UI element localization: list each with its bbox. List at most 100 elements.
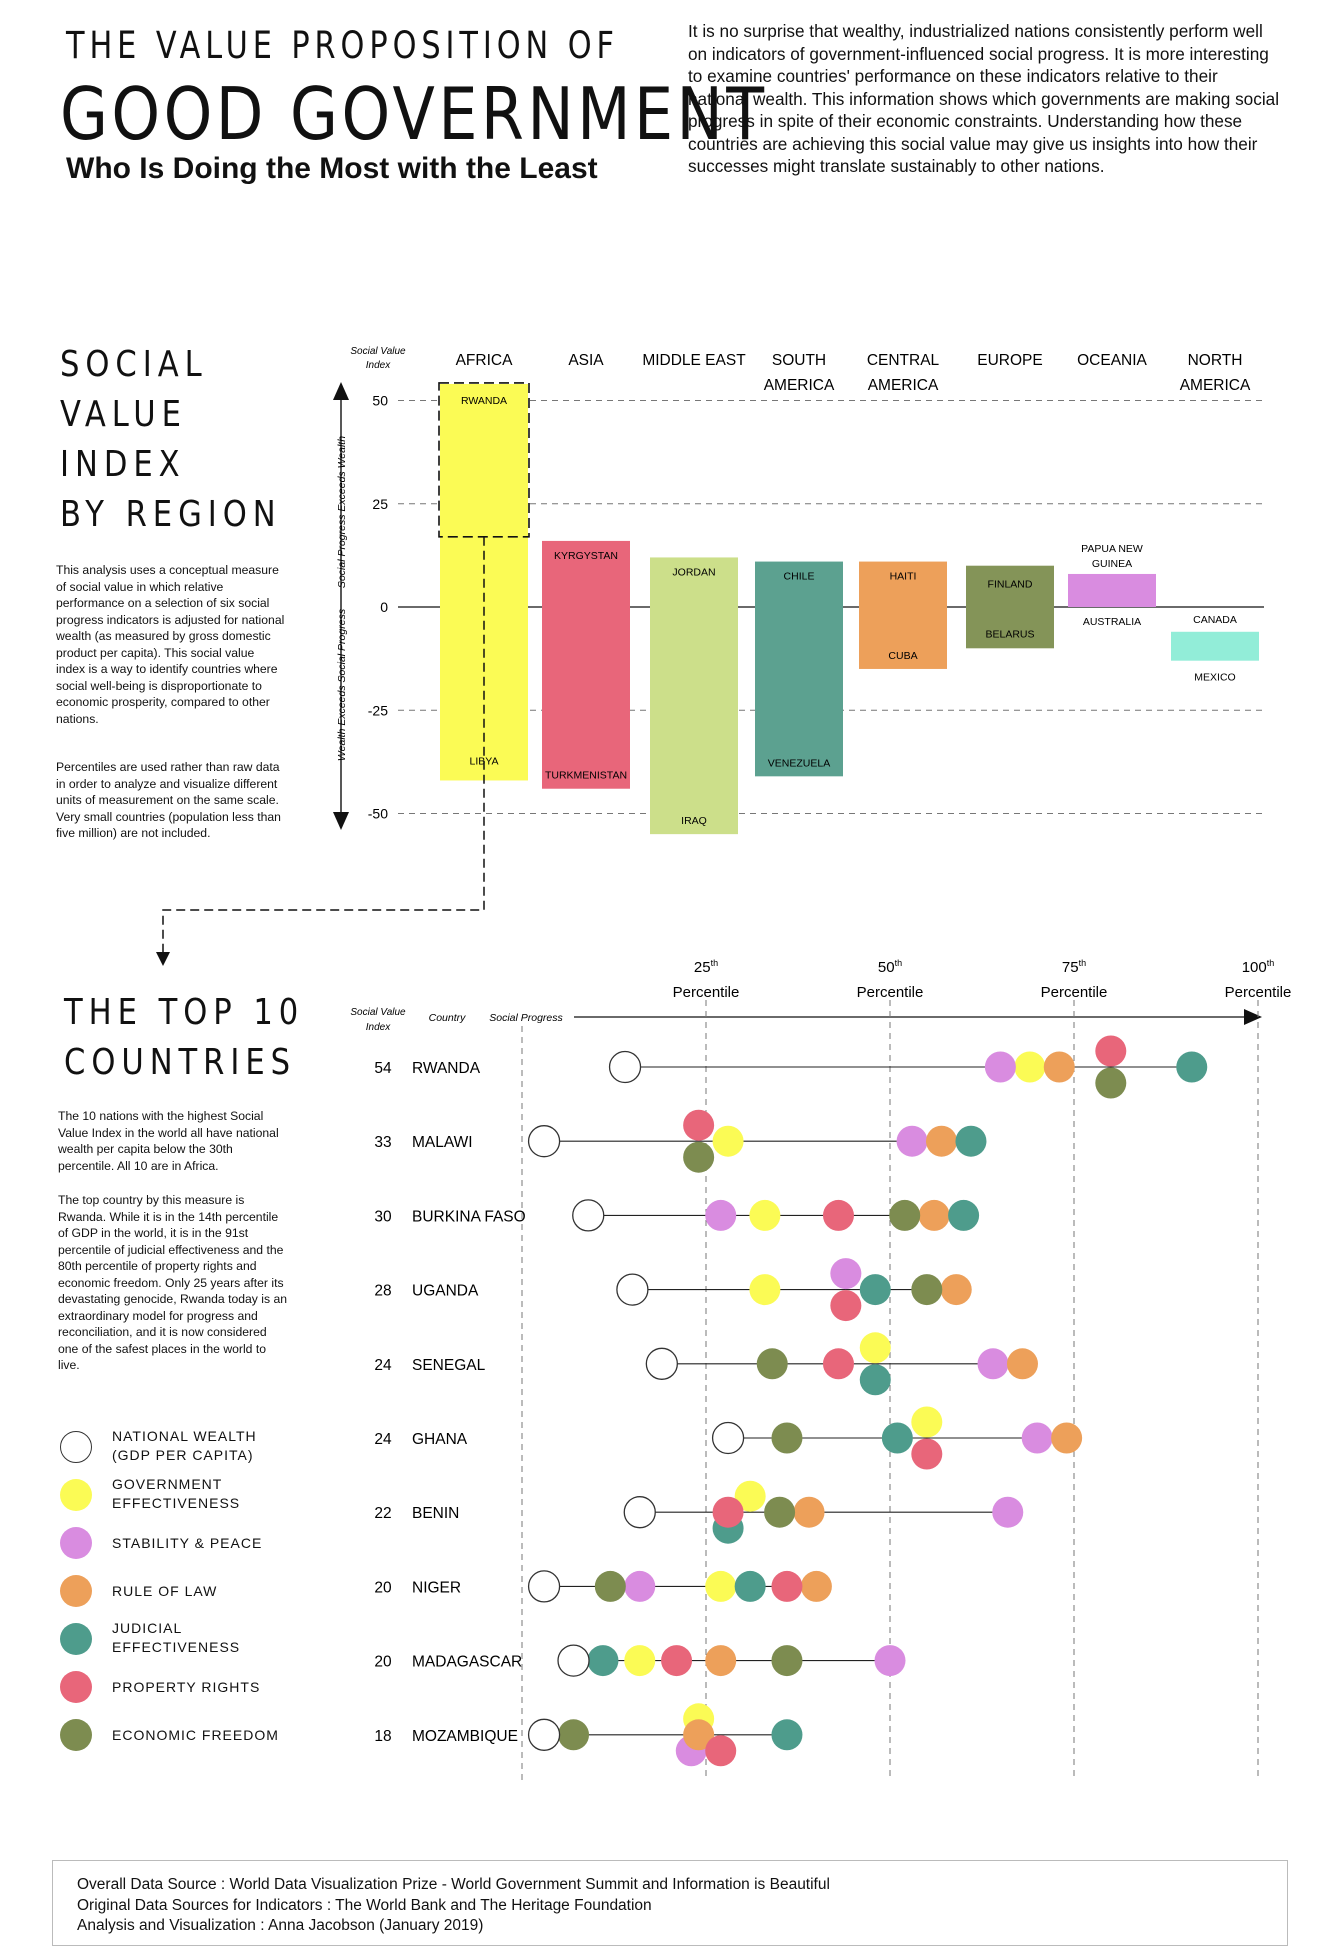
- indicator-dot-jud: [1176, 1051, 1208, 1083]
- legend-dot-law: [60, 1575, 92, 1607]
- region-high-country: PAPUA NEW: [1081, 543, 1143, 555]
- region-high-country: KYRGYSTAN: [554, 550, 618, 562]
- legend-dot-prop: [60, 1671, 92, 1703]
- country-name: MADAGASCAR: [412, 1654, 522, 1671]
- indicator-dot-stab: [830, 1258, 862, 1290]
- section1-description: This analysis uses a conceptual measure …: [56, 563, 285, 726]
- country-column-header: Country: [429, 1012, 467, 1024]
- connector-line: [162, 536, 485, 955]
- indicator-dot-prop: [911, 1438, 943, 1470]
- region-high-country: CHILE: [784, 571, 815, 583]
- region-low-country: TURKMENISTAN: [545, 770, 627, 782]
- intro-paragraph: It is no surprise that wealthy, industri…: [688, 21, 1280, 176]
- region-low-country: IRAQ: [681, 815, 707, 827]
- country-name: UGANDA: [412, 1283, 479, 1300]
- region-bar: [755, 561, 843, 777]
- region-bar: [1171, 631, 1259, 661]
- indicator-dot-jud: [948, 1199, 980, 1231]
- indicator-dot-prop: [822, 1199, 854, 1231]
- legend-dot-econ: [60, 1719, 92, 1751]
- indicator-dot-econ: [771, 1645, 803, 1677]
- indicator-dot-gov: [859, 1332, 891, 1364]
- region-label: MIDDLE EAST: [642, 352, 746, 369]
- percentile-tick-suffix: th: [1079, 958, 1087, 968]
- region-label: SOUTH: [772, 352, 826, 369]
- percentile-tick: 50th: [878, 958, 902, 976]
- y-tick-label: -50: [368, 806, 388, 822]
- indicator-dot-law: [926, 1125, 958, 1157]
- legend-item-jud: JUDICIAL EFFECTIVENESS: [60, 1620, 320, 1663]
- legend-label: NATIONAL WEALTH (GDP PER CAPITA): [112, 1428, 257, 1463]
- indicator-dot-prop: [705, 1735, 737, 1767]
- indicator-dot-wealth: [623, 1496, 656, 1529]
- indicator-dot-prop: [1095, 1035, 1127, 1067]
- indicator-dot-jud: [859, 1274, 891, 1306]
- footer-line: Original Data Sources for Indicators : T…: [77, 1896, 652, 1914]
- indicator-dot-stab: [977, 1348, 1009, 1380]
- axis-label-bottom: Wealth Exceeds Social Progress: [336, 608, 348, 761]
- subtitle: Who Is Doing the Most with the Least: [66, 152, 598, 185]
- indicator-dot-prop: [683, 1109, 715, 1141]
- indicator-dot-law: [683, 1719, 715, 1751]
- indicator-dot-stab: [896, 1125, 928, 1157]
- indicator-dot-prop: [822, 1348, 854, 1380]
- indicator-dot-gov: [734, 1480, 766, 1512]
- region-low-country: AUSTRALIA: [1083, 616, 1141, 628]
- region-label: AMERICA: [868, 377, 939, 394]
- legend-label: RULE OF LAW: [112, 1583, 218, 1599]
- section1-title-line: SOCIAL: [60, 344, 208, 385]
- section2-description: The 10 nations with the highest Social V…: [58, 1109, 279, 1173]
- legend-item-wealth: NATIONAL WEALTH (GDP PER CAPITA): [60, 1428, 320, 1471]
- indicator-dot-econ: [558, 1719, 590, 1751]
- indicator-dot-law: [918, 1199, 950, 1231]
- country-name: BURKINA FASO: [412, 1208, 526, 1225]
- indicator-dot-gov: [1014, 1051, 1046, 1083]
- arrow-right-icon: [1244, 1009, 1262, 1025]
- region-label: NORTH: [1188, 352, 1243, 369]
- top10-chart: Social Value Index Country Social Progress 2…: [350, 958, 1291, 1780]
- legend-dot-jud: [60, 1623, 92, 1655]
- percentile-tick-suffix: th: [711, 958, 719, 968]
- indicator-dot-prop: [712, 1496, 744, 1528]
- indicator-dot-econ: [756, 1348, 788, 1380]
- indicator-dot-wealth: [527, 1570, 561, 1603]
- percentile-tick-suffix: th: [895, 958, 903, 968]
- indicator-dot-law: [1043, 1051, 1075, 1083]
- indicator-dot-jud: [881, 1422, 913, 1454]
- indicator-dot-stab: [992, 1496, 1024, 1528]
- indicator-dot-stab: [705, 1199, 737, 1231]
- region-chart: Social Value Index 50 25 0 -25 -50 Social Progr…: [156, 346, 1264, 966]
- indicator-dot-law: [705, 1645, 737, 1677]
- y-tick-label: 50: [372, 393, 388, 409]
- percentile-tick-label: Percentile: [857, 984, 924, 1001]
- region-bar: [650, 557, 738, 835]
- indicator-dot-gov: [749, 1199, 781, 1231]
- percentile-tick-label: Percentile: [1225, 984, 1292, 1001]
- indicator-dot-gov: [624, 1645, 656, 1677]
- region-label: ASIA: [568, 352, 604, 369]
- region-label: CENTRAL: [867, 352, 940, 369]
- section2-rwanda-note: The top country by this measure is Rwand…: [58, 1193, 288, 1372]
- indicator-dot-wealth: [557, 1644, 590, 1677]
- indicator-dot-econ: [911, 1274, 943, 1306]
- region-low-country: MEXICO: [1194, 672, 1235, 684]
- indicator-dot-econ: [764, 1496, 796, 1528]
- legend-item-law: RULE OF LAW: [60, 1575, 320, 1615]
- arrow-down-icon: [333, 812, 349, 830]
- indicator-dot-prop: [771, 1570, 803, 1602]
- country-name: MALAWI: [412, 1134, 473, 1151]
- indicator-dot-wealth: [608, 1050, 642, 1084]
- y-tick-label: -25: [368, 702, 388, 718]
- legend-label: PROPERTY RIGHTS: [112, 1679, 261, 1695]
- percentile-tick-suffix: th: [1267, 958, 1275, 968]
- indicator-dot-stab: [1021, 1422, 1053, 1454]
- legend-item-gov: GOVERNMENT EFFECTIVENESS: [60, 1476, 320, 1519]
- indicator-dot-gov: [911, 1406, 943, 1438]
- percentile-tick: 25th: [694, 958, 718, 976]
- country-index-value: 20: [374, 1654, 392, 1671]
- footer-line: Analysis and Visualization : Anna Jacobs…: [77, 1917, 484, 1934]
- section1-title-line: INDEX: [60, 444, 186, 485]
- country-index-value: 33: [374, 1134, 391, 1151]
- section1-title-line: VALUE: [60, 394, 187, 435]
- indicator-dot-wealth: [527, 1718, 561, 1751]
